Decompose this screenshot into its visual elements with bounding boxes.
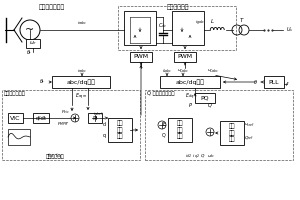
Text: $u_{Cabc}$: $u_{Cabc}$ bbox=[207, 68, 219, 75]
Text: d: d bbox=[103, 122, 106, 128]
FancyBboxPatch shape bbox=[160, 76, 220, 88]
Text: T: T bbox=[239, 18, 243, 23]
Text: $C_{dc}$: $C_{dc}$ bbox=[158, 22, 168, 30]
Text: PWM: PWM bbox=[134, 54, 148, 60]
Text: VIC: VIC bbox=[10, 116, 21, 120]
Text: $\theta_r$: $\theta_r$ bbox=[40, 78, 46, 86]
Text: $\theta_r$: $\theta_r$ bbox=[26, 49, 32, 57]
Text: abc/dq变换: abc/dq变换 bbox=[176, 79, 205, 85]
Text: $\omega_r$: $\omega_r$ bbox=[29, 40, 37, 47]
Text: L: L bbox=[210, 19, 214, 24]
Text: d/dt: d/dt bbox=[35, 116, 46, 120]
Text: 机側变流器控制: 机側变流器控制 bbox=[4, 91, 26, 96]
Text: $P$: $P$ bbox=[188, 101, 193, 109]
Text: PI: PI bbox=[92, 116, 98, 120]
FancyBboxPatch shape bbox=[174, 52, 196, 62]
FancyBboxPatch shape bbox=[264, 76, 284, 88]
Text: $i_{d2}$  $i_{q2}$  $Q$  $u_{dc}$: $i_{d2}$ $i_{q2}$ $Q$ $u_{dc}$ bbox=[185, 153, 215, 161]
Text: $u_{sref}$: $u_{sref}$ bbox=[244, 121, 255, 129]
Text: 电流
内环
控制: 电流 内环 控制 bbox=[177, 121, 183, 139]
FancyBboxPatch shape bbox=[52, 76, 110, 88]
FancyBboxPatch shape bbox=[220, 121, 244, 145]
Text: ~: ~ bbox=[26, 25, 34, 35]
Text: $P_{vic}$: $P_{vic}$ bbox=[61, 108, 70, 116]
Text: $\theta$: $\theta$ bbox=[253, 78, 258, 86]
Text: f: f bbox=[286, 82, 288, 86]
FancyBboxPatch shape bbox=[108, 118, 132, 142]
Text: $i_{sabc}$: $i_{sabc}$ bbox=[77, 19, 87, 27]
Text: Q: Q bbox=[162, 132, 166, 138]
Text: 直驱风力发电机: 直驱风力发电机 bbox=[39, 4, 65, 10]
FancyBboxPatch shape bbox=[88, 113, 102, 123]
FancyBboxPatch shape bbox=[8, 113, 23, 123]
Text: $i_{sabc}$: $i_{sabc}$ bbox=[77, 67, 87, 75]
Text: 电流
内环
控制: 电流 内环 控制 bbox=[117, 121, 123, 139]
Text: abc/dq变换: abc/dq变换 bbox=[67, 79, 95, 85]
Text: 虚拟惯量控制: 虚拟惯量控制 bbox=[46, 154, 64, 159]
FancyBboxPatch shape bbox=[172, 11, 204, 45]
FancyBboxPatch shape bbox=[130, 52, 152, 62]
Text: 电压
外环
控制: 电压 外环 控制 bbox=[229, 124, 235, 142]
Text: $i_{gabc}$: $i_{gabc}$ bbox=[195, 18, 205, 27]
FancyBboxPatch shape bbox=[26, 39, 40, 48]
FancyBboxPatch shape bbox=[33, 113, 49, 123]
Text: PWM: PWM bbox=[177, 54, 193, 60]
Text: $u_{Cabc}$: $u_{Cabc}$ bbox=[177, 68, 189, 75]
Text: Q 网側逆变器控制: Q 网側逆变器控制 bbox=[147, 91, 175, 96]
FancyBboxPatch shape bbox=[124, 11, 156, 45]
Text: $E_{sqm}$: $E_{sqm}$ bbox=[75, 92, 87, 102]
FancyBboxPatch shape bbox=[168, 118, 192, 142]
FancyBboxPatch shape bbox=[8, 129, 30, 145]
Text: PLL: PLL bbox=[269, 79, 279, 84]
Text: q: q bbox=[103, 132, 106, 138]
Text: $E_{dq}$: $E_{dq}$ bbox=[185, 92, 195, 102]
FancyBboxPatch shape bbox=[195, 93, 215, 103]
Text: $Q_{ref}$: $Q_{ref}$ bbox=[244, 134, 254, 142]
Text: $P_{MPPT}$: $P_{MPPT}$ bbox=[57, 120, 70, 128]
Text: 全功率变流器: 全功率变流器 bbox=[167, 4, 189, 10]
Text: $U_s$: $U_s$ bbox=[286, 26, 294, 34]
Text: E: E bbox=[163, 122, 166, 128]
Text: $i_{sd}$  $i_{sq}$: $i_{sd}$ $i_{sq}$ bbox=[47, 152, 63, 162]
Text: PQ: PQ bbox=[201, 96, 209, 100]
Text: $i_{sdref}$: $i_{sdref}$ bbox=[93, 110, 104, 118]
Text: $Q$: $Q$ bbox=[207, 101, 213, 109]
Text: $i_{Labc}$: $i_{Labc}$ bbox=[162, 67, 172, 75]
